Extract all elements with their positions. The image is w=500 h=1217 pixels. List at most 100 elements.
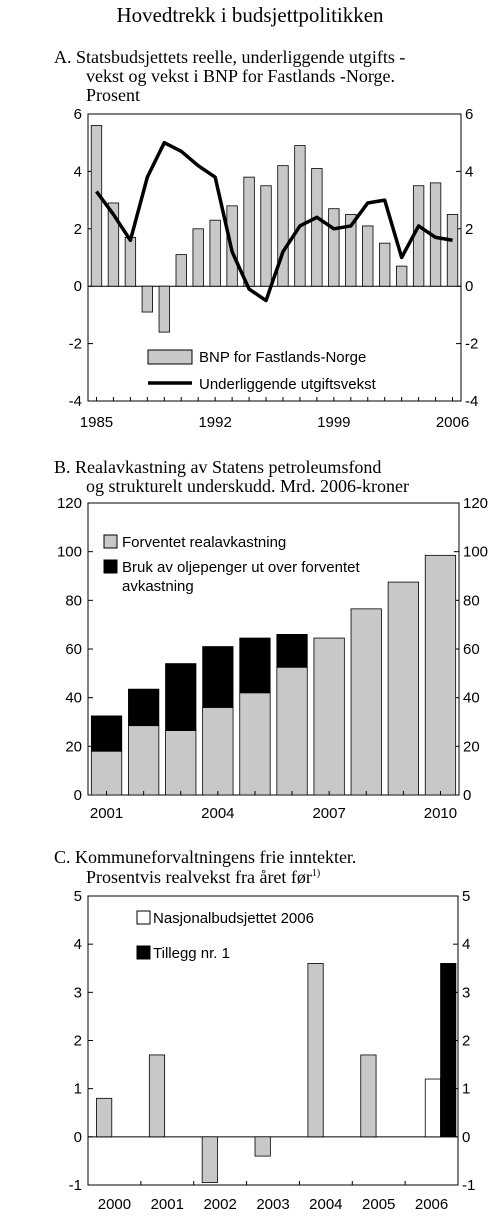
bar-frie-inntekter-2000 [96, 1097, 113, 1138]
panel-a-heading-line2: vekst og vekst i BNP for Fastlands -Norg… [86, 66, 395, 86]
panel-c-plot-frame [87, 895, 459, 1186]
panel-a-xtick-label: 1992 [198, 414, 231, 431]
legend-swatch-nasjonalbudsjettet [136, 910, 151, 925]
panel-c-ytick-label-left: 5 [74, 888, 82, 905]
panel-a-plot-frame [87, 113, 462, 402]
legend-label-oljepenger-line2: avkastning [122, 578, 194, 595]
bar-nasjonalbudsjettet-2006 [424, 1078, 441, 1138]
panel-c-ytick-label-left: 2 [74, 1033, 82, 1050]
panel-a-ytick-label-right: -2 [465, 336, 478, 353]
panel-b-xtick-label: 2004 [201, 805, 234, 822]
panel-a-ytick-label-right: 6 [465, 106, 473, 123]
panel-c: C. Kommuneforvaltningens frie inntekter.… [54, 847, 475, 1213]
bar-bnp-2000 [345, 214, 357, 287]
bar-forventet-2008 [350, 608, 382, 796]
panel-a-ytick-label-right: -4 [465, 393, 478, 410]
bar-bnp-1990 [175, 254, 187, 287]
bar-bnp-1986 [107, 202, 120, 287]
panel-b-ytick-label-right: 80 [463, 592, 480, 609]
legend-label-nasjonalbudsjettet: Nasjonalbudsjettet 2006 [153, 910, 314, 927]
panel-a-ytick-label-left: 4 [74, 163, 82, 180]
bar-forventet-2002 [128, 725, 160, 796]
panel-a-heading-line1: A. Statsbudsjettets reelle, underliggend… [54, 47, 405, 67]
panel-c-xtick-label: 2002 [203, 1196, 236, 1213]
panel-c-heading-line1: C. Kommuneforvaltningens frie inntekter. [54, 847, 356, 867]
bar-forventet-2003 [165, 730, 197, 796]
legend-label-oljepenger-line1: Bruk av oljepenger ut over forventet [122, 559, 360, 576]
panel-c-ytick-label-right: 5 [462, 888, 470, 905]
bar-forventet-2004 [202, 707, 234, 796]
bar-bnp-2001 [362, 225, 374, 287]
panel-b-heading-line1: B. Realavkastning av Statens petroleumsf… [54, 457, 381, 477]
panel-c-heading-line2: Prosentvis realvekst fra året før1) [86, 867, 320, 887]
bar-bnp-1998 [311, 168, 323, 287]
bar-bnp-1994 [243, 176, 255, 287]
legend-swatch-forventet [103, 534, 118, 549]
panel-c-ytick-label-left: 1 [74, 1081, 82, 1098]
panel-c-xtick-label: 2006 [415, 1196, 448, 1213]
bar-bnp-1992 [209, 219, 221, 287]
panel-c-ytick-label-right: 4 [462, 936, 470, 953]
panel-c-xtick-label: 2000 [98, 1196, 131, 1213]
bar-frie-inntekter-2002 [201, 1136, 218, 1183]
bar-bnp-1996 [277, 165, 289, 287]
panel-c-ytick-label-left: 3 [74, 984, 82, 1001]
bar-oljepenger-2002 [128, 688, 160, 727]
panel-a-ytick-label-left: 2 [74, 221, 82, 238]
bar-oljepenger-2006 [276, 634, 308, 668]
panel-a-xtick-label: 1999 [317, 414, 350, 431]
panel-c-plot: -1 -1 0 0 1 1 2 2 3 3 4 4 5 5 2000 2001 2002 2003 2004 2005… [69, 888, 476, 1213]
panel-a-plot: -4 -4 -2 -2 0 0 2 2 4 4 6 6 1985 1992 1999 2006 [69, 106, 479, 431]
bar-forventet-2001 [90, 750, 123, 796]
panel-b-ytick-label-left: 120 [57, 495, 82, 512]
page-title: Hovedtrekk i budsjettpolitikken [116, 3, 384, 27]
bar-oljepenger-2003 [165, 663, 197, 731]
bar-bnp-1991 [192, 228, 204, 287]
panel-a-ytick-label-left: 6 [74, 106, 82, 123]
panel-c-ytick-label-left: 0 [74, 1129, 82, 1146]
panel-a-ytick-label-left: 0 [74, 278, 82, 295]
panel-b-ytick-label-left: 100 [57, 544, 82, 561]
bar-tillegg-2006 [440, 963, 457, 1138]
panel-a-xtick-label: 1985 [80, 414, 113, 431]
panel-a: A. Statsbudsjettets reelle, underliggend… [54, 47, 478, 431]
panel-b-ytick-label-left: 60 [65, 641, 82, 658]
bar-oljepenger-2001 [90, 715, 123, 752]
bar-bnp-1995 [260, 185, 272, 287]
legend-label-tillegg: Tillegg nr. 1 [153, 945, 230, 962]
panel-c-xtick-label: 2004 [309, 1196, 342, 1213]
bar-forventet-2005 [239, 692, 271, 796]
panel-b-ytick-label-right: 0 [463, 787, 471, 804]
legend-swatch-bnp [147, 349, 193, 365]
panel-b-ytick-label-left: 20 [65, 738, 82, 755]
bar-bnp-1989 [158, 285, 170, 333]
panel-c-heading-footnote: 1) [312, 868, 320, 879]
panel-b-xtick-label: 2001 [90, 805, 123, 822]
panel-b-ytick-label-left: 0 [74, 787, 82, 804]
panel-a-ytick-label-right: 2 [465, 221, 473, 238]
panel-c-ytick-label-right: 3 [462, 984, 470, 1001]
bar-bnp-1999 [328, 208, 340, 287]
panel-c-xtick-label: 2005 [362, 1196, 395, 1213]
panel-b-ytick-label-right: 120 [463, 495, 488, 512]
legend-swatch-oljepenger [103, 559, 118, 574]
bar-frie-inntekter-2003 [254, 1136, 271, 1157]
panel-b-legend: Forventet realavkastning Bruk av oljepen… [103, 534, 360, 595]
legend-label-utgiftsvekst: Underliggende utgiftsvekst [199, 376, 377, 393]
bar-bnp-1985 [90, 125, 103, 287]
bar-bnp-2003 [396, 265, 408, 287]
panel-b-ytick-label-left: 80 [65, 592, 82, 609]
legend-swatch-tillegg [136, 945, 151, 960]
bar-forventet-2006 [276, 666, 308, 796]
legend-label-forventet: Forventet realavkastning [122, 534, 286, 551]
panel-c-legend: Nasjonalbudsjettet 2006 Tillegg nr. 1 [136, 910, 314, 962]
panel-c-xtick-label: 2001 [151, 1196, 184, 1213]
panel-a-legend: BNP for Fastlands-Norge Underliggende ut… [147, 349, 377, 393]
panel-b: B. Realavkastning av Statens petroleumsf… [54, 457, 488, 822]
bar-bnp-1997 [294, 145, 306, 287]
panel-c-ytick-label-right: 2 [462, 1033, 470, 1050]
panel-b-plot: 0 0 20 20 40 40 60 60 80 80 100 100 120 120 2001 2004 20… [57, 495, 488, 822]
bar-frie-inntekter-2005 [360, 1054, 377, 1138]
line-utgiftsvekst [95, 140, 453, 303]
